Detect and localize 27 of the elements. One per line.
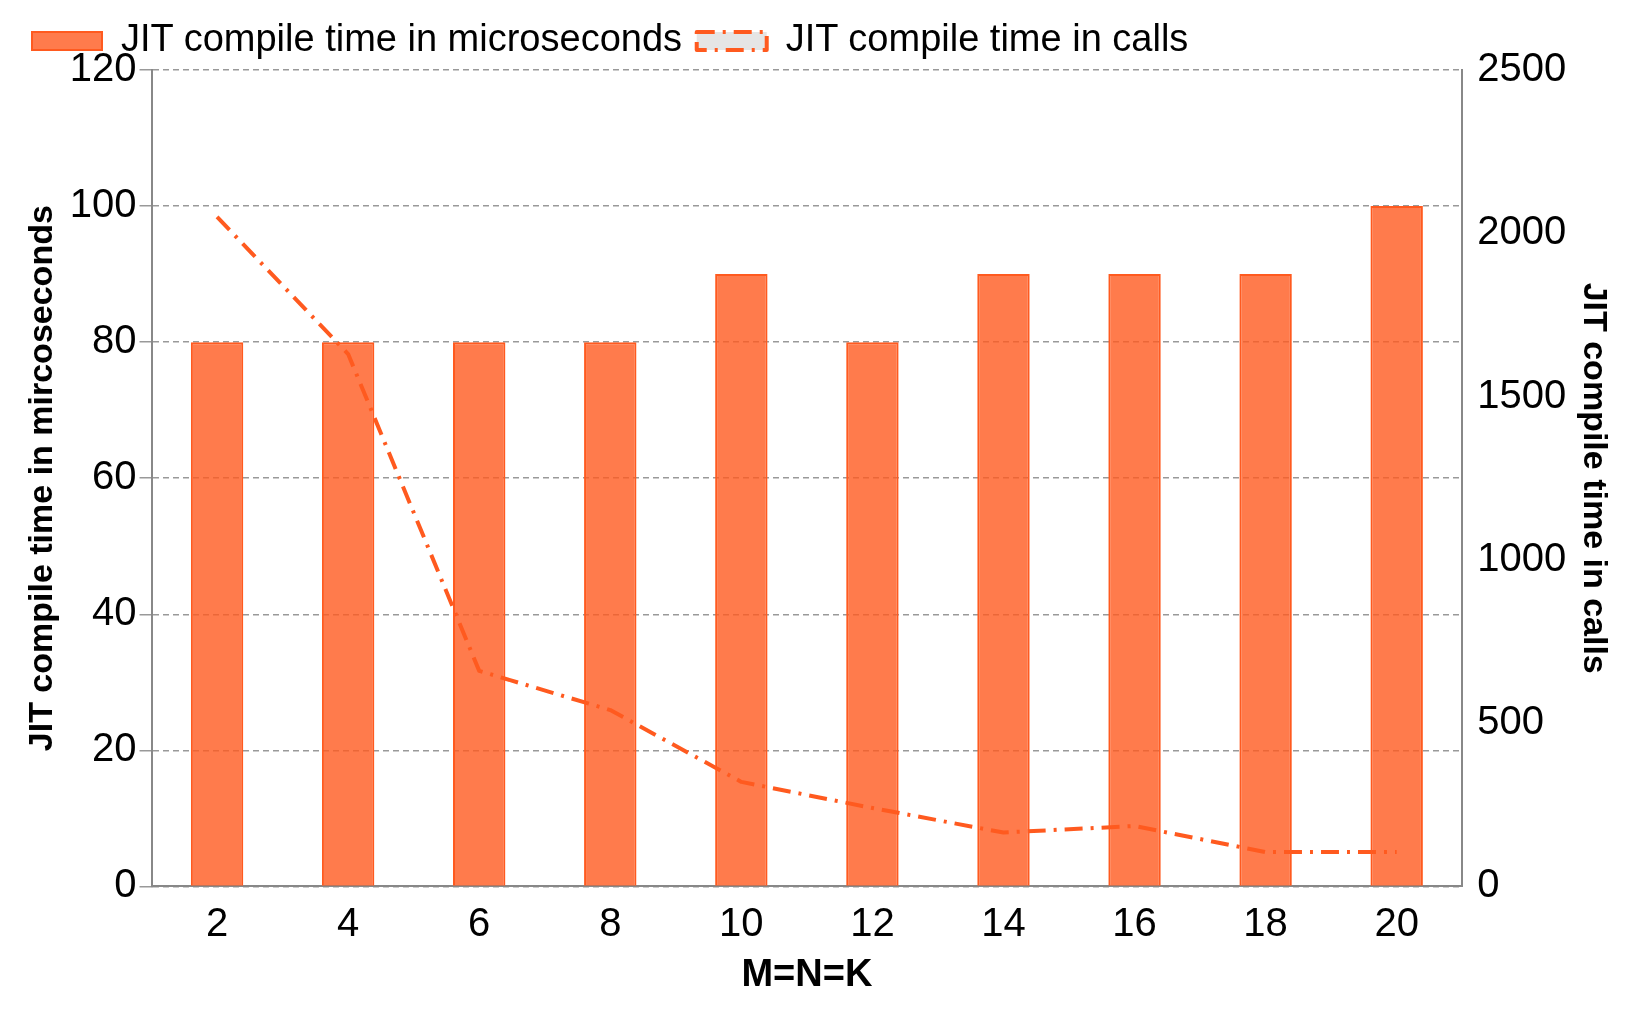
y-tick-label: 20 bbox=[92, 725, 137, 770]
legend-label: JIT compile time in calls bbox=[785, 17, 1189, 60]
x-tick-label: 12 bbox=[850, 900, 895, 945]
y2-tick-label: 2000 bbox=[1477, 208, 1567, 253]
x-tick-label: 2 bbox=[205, 900, 229, 945]
bar bbox=[190, 342, 244, 886]
y2-tick-label: 0 bbox=[1477, 861, 1500, 906]
y2-tick-label: 1500 bbox=[1477, 371, 1567, 416]
x-tick-label: 20 bbox=[1374, 900, 1419, 945]
y2-tick-label: 2500 bbox=[1477, 45, 1567, 90]
y-tick-label: 60 bbox=[92, 453, 137, 498]
x-tick-label: 18 bbox=[1243, 900, 1288, 945]
x-tick-label: 14 bbox=[981, 900, 1026, 945]
x-tick-label: 8 bbox=[599, 900, 622, 945]
y-tick-label: 0 bbox=[114, 861, 137, 906]
y2-tick-label: 1000 bbox=[1477, 534, 1567, 579]
x-tick-label: 16 bbox=[1112, 900, 1157, 945]
y-tick-label: 100 bbox=[69, 181, 137, 226]
x-axis-title: M=N=K bbox=[741, 951, 873, 994]
x-tick-label: 4 bbox=[337, 900, 360, 945]
y-axis-title: JIT compile time in mircoseconds bbox=[20, 205, 59, 752]
y-tick-label: 80 bbox=[92, 317, 137, 362]
y-tick-label: 40 bbox=[92, 589, 137, 634]
y2-tick-label: 500 bbox=[1477, 698, 1544, 743]
x-tick-label: 10 bbox=[719, 900, 764, 945]
x-tick-label: 6 bbox=[468, 900, 491, 945]
y2-axis-title: JIT compile time in calls bbox=[1577, 282, 1616, 674]
